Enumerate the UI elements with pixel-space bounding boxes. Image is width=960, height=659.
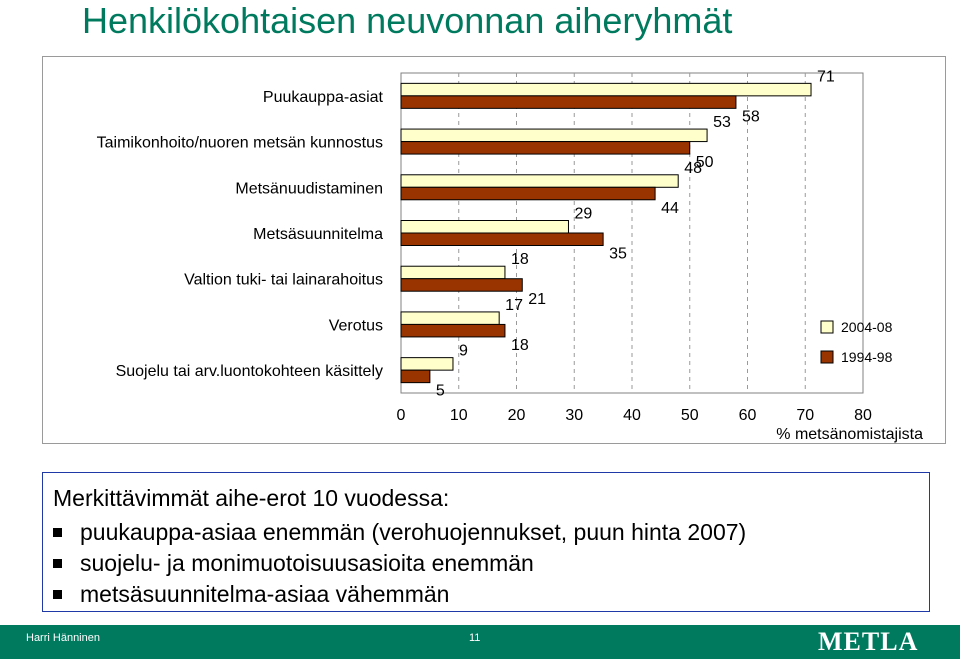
data-label: 53 — [713, 114, 731, 131]
x-tick-label: 20 — [508, 407, 526, 424]
data-label: 50 — [696, 154, 714, 171]
legend-swatch — [820, 320, 834, 334]
bar — [400, 220, 569, 234]
data-label: 35 — [609, 246, 627, 263]
category-label: Valtion tuki- tai lainarahoitus — [184, 272, 383, 289]
x-tick-label: 80 — [854, 407, 872, 424]
x-tick-label: 70 — [796, 407, 814, 424]
bar — [400, 323, 506, 338]
data-label: 17 — [505, 297, 523, 314]
notes-item-text: suojelu- ja monimuotoisuusasioita enemmä… — [80, 550, 534, 576]
x-tick-label: 60 — [739, 407, 757, 424]
data-label: 5 — [436, 383, 445, 400]
legend-swatch — [820, 350, 834, 364]
bar — [400, 174, 679, 188]
data-label: 29 — [574, 206, 592, 223]
bar — [400, 82, 812, 97]
data-label: 44 — [661, 200, 679, 217]
category-label: Taimikonhoito/nuoren metsän kunnostus — [97, 135, 383, 152]
x-axis-label: % metsänomistajista — [776, 426, 923, 443]
footer-author: Harri Hänninen — [26, 632, 100, 644]
notes-item-text: puukauppa-asiaa enemmän (verohuojennukse… — [80, 519, 747, 545]
data-label: 58 — [742, 108, 760, 125]
x-tick-label: 0 — [397, 407, 406, 424]
data-label: 9 — [459, 343, 468, 360]
x-tick-label: 40 — [623, 407, 641, 424]
notes-item: suojelu- ja monimuotoisuusasioita enemmä… — [53, 548, 746, 579]
notes-item: puukauppa-asiaa enemmän (verohuojennukse… — [53, 517, 746, 548]
metla-logo: METLA — [818, 627, 919, 656]
bullet-icon — [53, 528, 62, 537]
category-label: Metsäsuunnitelma — [253, 226, 383, 243]
notes-item: metsäsuunnitelma-asiaa vähemmän — [53, 579, 746, 610]
bar-chart: 0 10 20 30 40 50 60 70 80 % metsänomistajista Puuk… — [97, 68, 923, 443]
data-label: 71 — [817, 68, 835, 85]
notes-box: Merkittävimmät aihe-erot 10 vuodessa: pu… — [42, 472, 930, 612]
legend-label: 2004-08 — [841, 319, 893, 335]
notes-list: puukauppa-asiaa enemmän (verohuojennukse… — [53, 517, 746, 610]
legend-label: 1994-98 — [841, 349, 893, 365]
footer-bar: Harri Hänninen 11 METLA — [0, 625, 960, 659]
category-label: Puukauppa-asiat — [263, 89, 384, 106]
bar — [400, 95, 737, 109]
bar — [400, 278, 523, 292]
bar — [400, 141, 691, 155]
slide-title: Henkilökohtaisen neuvonnan aiheryhmät — [82, 0, 733, 41]
x-tick-label: 10 — [450, 407, 468, 424]
category-label: Metsänuudistaminen — [235, 180, 383, 197]
bar — [400, 265, 506, 280]
x-tick-label: 30 — [565, 407, 583, 424]
bullet-icon — [53, 590, 62, 599]
data-label: 48 — [684, 160, 702, 177]
bar — [400, 369, 431, 384]
bullet-icon — [53, 559, 62, 568]
x-tick-label: 50 — [681, 407, 699, 424]
bar — [400, 311, 500, 325]
category-label: Verotus — [329, 317, 383, 334]
bar — [400, 186, 656, 201]
chart-panel: 0 10 20 30 40 50 60 70 80 % metsänomistajista Puuk… — [42, 56, 946, 444]
bar — [400, 357, 454, 371]
page-number: 11 — [469, 632, 481, 644]
notes-heading: Merkittävimmät aihe-erot 10 vuodessa: — [53, 485, 450, 511]
bar — [400, 128, 708, 143]
bar — [400, 232, 604, 246]
notes-item-text: metsäsuunnitelma-asiaa vähemmän — [80, 581, 450, 607]
data-label: 18 — [511, 337, 529, 354]
data-label: 21 — [528, 291, 546, 308]
data-label: 18 — [511, 251, 529, 268]
category-label: Suojelu tai arv.luontokohteen käsittely — [116, 363, 383, 380]
